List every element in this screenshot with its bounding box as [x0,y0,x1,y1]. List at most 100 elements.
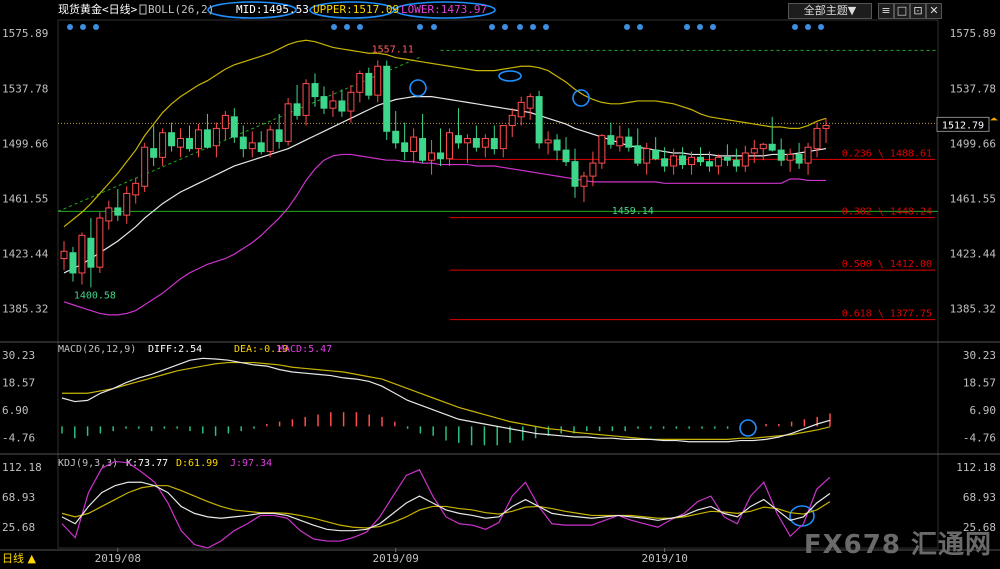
candle-body [150,148,158,158]
signal-dot [417,24,423,30]
candle-body [230,116,238,138]
candle-body [786,153,794,161]
candle-body [410,136,418,153]
signal-dot [684,24,690,30]
annotation-circle [309,1,395,19]
price-arrow-icon [990,117,998,121]
candle-body [311,83,319,98]
candle-body [329,100,337,109]
plot-frame [57,19,939,549]
candle [463,134,471,164]
signal-dot [80,24,86,30]
last-price-label: 1512.79 [942,120,984,131]
candle-body [347,91,355,112]
instrument-title[interactable]: 现货黄金<日线> [58,3,138,16]
candle [580,171,588,203]
candle [275,113,283,149]
topic-dropdown[interactable]: 全部主题▼ [788,3,872,19]
candle-body [419,138,427,161]
fib-level-label: 0.618 \ 1377.75 [842,309,932,320]
candle-body [813,127,821,150]
boll-mid-line [63,96,827,274]
close-icon[interactable]: ✕ [926,3,942,19]
kdj-tick-label-right: 68.93 [963,491,996,504]
candle-body [132,182,140,196]
candle [141,142,149,193]
candle [705,151,713,172]
candle [428,139,436,175]
price-extreme-label: 1557.11 [372,44,414,55]
candle-body [96,217,104,268]
macd-dea-value: DEA:-0.19 [234,344,288,355]
candle [571,148,579,198]
macd-dea-line [62,361,831,440]
price-tick-label-left: 1461.55 [2,192,48,205]
kdj-title: KDJ(9,3,3) [58,458,118,469]
candle [410,128,418,164]
signal-dot [818,24,824,30]
boll-indicator-label[interactable]: BOLL(26,2) [148,3,215,16]
restore-icon[interactable]: ⊡ [910,3,926,19]
candle-body [679,155,687,166]
candle [472,125,480,152]
candle-body [741,152,749,167]
watermark-logo: FX678 汇通网 [803,530,992,560]
macd-hist-value: MACD:5.47 [278,344,332,355]
candle-body [481,138,489,148]
candle-body [159,132,167,158]
candle [804,142,812,175]
signal-dot [502,24,508,30]
boll-upper-value: UPPER:1517.09 [313,3,400,16]
macd-diff-value: DIFF:2.54 [148,344,202,355]
candle-body [607,135,615,145]
candle [437,128,445,166]
candle [598,134,606,169]
menu-icon[interactable]: ≡ [878,3,894,19]
annotation-circle [409,79,427,97]
candle-body [212,127,220,147]
candle [105,200,113,230]
candle-body [284,103,292,142]
candle [123,186,131,224]
candle [392,111,400,149]
macd-tick-label-right: -4.76 [963,432,996,445]
candle-body [822,125,830,129]
candle [60,241,68,271]
candle-body [87,237,95,268]
macd-tick-label-right: 18.57 [963,376,996,389]
candle-body [221,114,229,129]
candle [490,125,498,155]
candle [347,85,355,123]
price-extreme-label: 1459.14 [612,206,654,217]
indicator-icon [139,4,147,15]
price-tick-label-right: 1461.55 [950,192,996,205]
candle [78,232,86,285]
price-tick-label-left: 1575.89 [2,27,48,40]
kdj-tick-label-right: 112.18 [956,461,996,474]
candle [526,93,534,120]
signal-dot [331,24,337,30]
candle [517,96,525,126]
candle-body [544,139,552,144]
signal-dot [792,24,798,30]
candle-body [723,156,731,161]
candle-body [78,234,86,274]
candle [114,189,122,221]
candle-body [69,252,77,274]
signal-dot [357,24,363,30]
candle [257,131,265,155]
candle [768,116,776,152]
candle [688,151,696,175]
candle [553,134,561,161]
period-selector[interactable]: 日线 ▲ [2,552,36,565]
candle [87,218,95,288]
candle [419,113,427,164]
macd-tick-label-left: 30.23 [2,349,35,362]
candle [625,128,633,152]
maximize-icon[interactable]: □ [894,3,910,19]
candle-body [625,136,633,148]
candle [329,90,337,117]
candle [643,142,651,175]
x-tick-label: 2019/10 [641,552,687,565]
signal-dot [697,24,703,30]
